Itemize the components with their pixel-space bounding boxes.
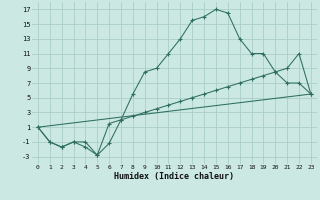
X-axis label: Humidex (Indice chaleur): Humidex (Indice chaleur)	[115, 172, 234, 181]
